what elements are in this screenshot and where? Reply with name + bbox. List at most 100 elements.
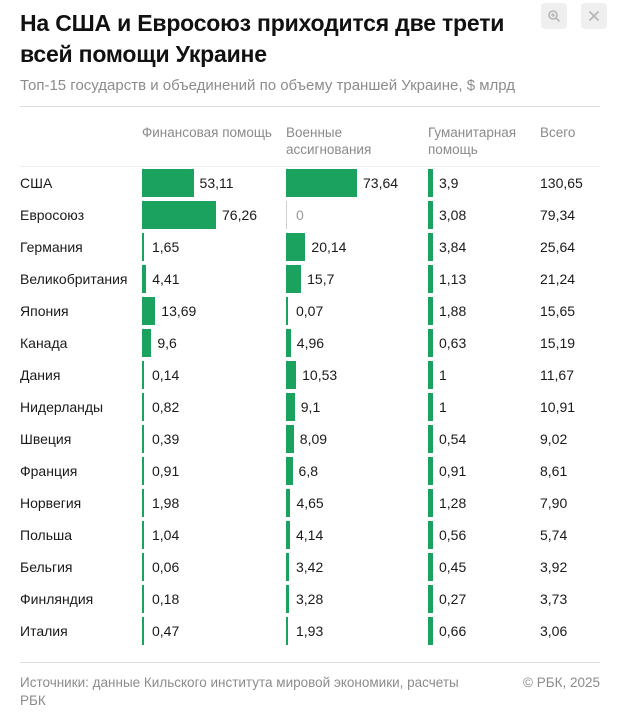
military-value: 4,14 [296, 527, 324, 543]
total-value: 9,02 [540, 431, 568, 447]
total-value: 3,92 [540, 559, 568, 575]
country-label: Дания [20, 367, 61, 383]
total-value: 15,65 [540, 303, 576, 319]
military-value: 3,42 [296, 559, 324, 575]
country-label: Польша [20, 527, 73, 543]
chart-subtitle: Топ-15 государств и объединений по объем… [20, 77, 516, 94]
finance-bar [142, 361, 144, 389]
military-bar [286, 425, 294, 453]
humanitarian-value: 3,9 [439, 175, 459, 191]
country-label: Бельгия [20, 559, 73, 575]
table-row: Финляндия 0,18 3,28 0,27 3,73 [0, 583, 620, 615]
humanitarian-value: 3,08 [439, 207, 467, 223]
humanitarian-bar [428, 265, 433, 293]
humanitarian-bar [428, 393, 433, 421]
table-row: Норвегия 1,98 4,65 1,28 7,90 [0, 487, 620, 519]
military-value: 15,7 [307, 271, 335, 287]
total-value: 79,34 [540, 207, 576, 223]
total-value: 3,06 [540, 623, 568, 639]
total-value: 3,73 [540, 591, 568, 607]
finance-value: 13,69 [161, 303, 197, 319]
total-value: 5,74 [540, 527, 568, 543]
military-bar [286, 521, 290, 549]
finance-value: 0,47 [152, 623, 180, 639]
column-header-military: Военные ассигнования [286, 125, 372, 157]
humanitarian-value: 0,45 [439, 559, 467, 575]
humanitarian-value: 0,54 [439, 431, 467, 447]
zoom-button[interactable] [541, 3, 567, 29]
humanitarian-value: 0,66 [439, 623, 467, 639]
finance-bar [142, 233, 144, 261]
humanitarian-value: 1 [439, 399, 447, 415]
table-row: Франция 0,91 6,8 0,91 8,61 [0, 455, 620, 487]
military-value: 9,1 [300, 399, 321, 415]
military-value: 3,28 [296, 591, 324, 607]
row-divider [20, 166, 600, 167]
humanitarian-value: 1 [439, 367, 447, 383]
military-bar [286, 585, 290, 613]
humanitarian-value: 0,91 [439, 463, 467, 479]
finance-value: 0,14 [152, 367, 180, 383]
military-value: 10,53 [302, 367, 338, 383]
military-value: 73,64 [363, 175, 399, 191]
military-value: 4,65 [296, 495, 324, 511]
total-value: 7,90 [540, 495, 568, 511]
table-row: Канада 9,6 4,96 0,63 15,19 [0, 327, 620, 359]
country-label: Италия [20, 623, 68, 639]
finance-value: 0,06 [152, 559, 180, 575]
table-row: Италия 0,47 1,93 0,66 3,06 [0, 615, 620, 647]
country-label: Япония [20, 303, 69, 319]
humanitarian-bar [428, 553, 433, 581]
column-header-total: Всего [540, 125, 576, 140]
humanitarian-bar [428, 489, 433, 517]
humanitarian-bar [428, 297, 433, 325]
finance-bar [142, 201, 216, 229]
finance-bar [142, 425, 144, 453]
footer-divider [20, 662, 600, 663]
humanitarian-bar [428, 585, 433, 613]
finance-bar [142, 489, 144, 517]
country-label: Великобритания [20, 271, 128, 287]
humanitarian-value: 0,63 [439, 335, 467, 351]
military-bar [286, 265, 302, 293]
finance-bar [142, 457, 144, 485]
total-value: 11,67 [540, 367, 574, 383]
total-value: 15,19 [540, 335, 576, 351]
humanitarian-bar [428, 329, 433, 357]
finance-bar [142, 265, 147, 293]
country-label: Финляндия [20, 591, 94, 607]
finance-bar [142, 329, 152, 357]
table-row: Нидерланды 0,82 9,1 1 10,91 [0, 391, 620, 423]
finance-value: 1,98 [152, 495, 180, 511]
finance-value: 9,6 [157, 335, 177, 351]
military-axis-line [286, 201, 287, 229]
finance-value: 0,39 [152, 431, 180, 447]
copyright: © РБК, 2025 [523, 675, 600, 690]
military-bar [286, 457, 293, 485]
military-bar [286, 169, 357, 197]
humanitarian-bar [428, 169, 433, 197]
column-header-finance: Финансовая помощь [142, 125, 272, 140]
humanitarian-value: 0,56 [439, 527, 467, 543]
total-value: 25,64 [540, 239, 576, 255]
finance-value: 76,26 [222, 207, 258, 223]
country-label: Нидерланды [20, 399, 104, 415]
humanitarian-value: 0,27 [439, 591, 467, 607]
humanitarian-bar [428, 521, 433, 549]
finance-value: 0,18 [152, 591, 180, 607]
country-label: Германия [20, 239, 83, 255]
chart-title: На США и Евросоюз приходится две трети в… [20, 10, 505, 67]
finance-bar [142, 297, 156, 325]
table-row: Япония 13,69 0,07 1,88 15,65 [0, 295, 620, 327]
total-value: 10,91 [540, 399, 576, 415]
finance-bar [142, 617, 144, 645]
humanitarian-bar [428, 617, 433, 645]
country-label: Франция [20, 463, 78, 479]
close-button[interactable] [581, 3, 607, 29]
table-row: Евросоюз 76,26 0 3,08 79,34 [0, 199, 620, 231]
column-header-humanitarian: Гуманитарная помощь [428, 125, 517, 157]
table-row: Бельгия 0,06 3,42 0,45 3,92 [0, 551, 620, 583]
finance-bar [142, 169, 194, 197]
military-value: 6,8 [298, 463, 319, 479]
finance-bar [142, 393, 144, 421]
